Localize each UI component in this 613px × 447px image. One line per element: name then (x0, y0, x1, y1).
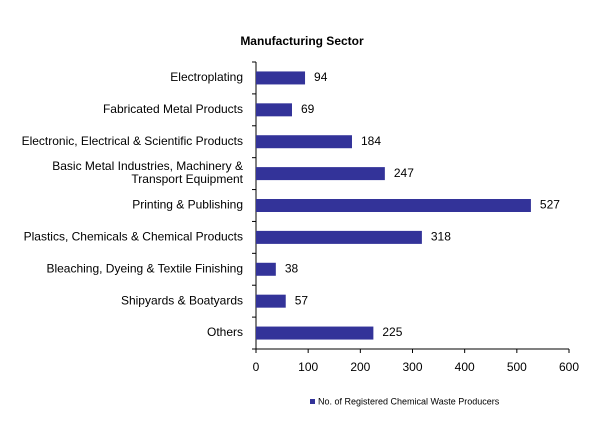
y-tick-label: Electronic, Electrical & Scientific Prod… (22, 134, 243, 148)
bar (256, 199, 531, 212)
y-tick-label: Others (207, 325, 243, 339)
bar (256, 103, 292, 117)
x-tick-label: 600 (559, 360, 579, 374)
data-label: 94 (314, 70, 328, 84)
x-tick-label: 500 (507, 360, 527, 374)
bar (256, 167, 385, 181)
bar (256, 326, 374, 340)
x-tick-label: 200 (350, 360, 370, 374)
data-label: 69 (301, 102, 315, 116)
data-label: 247 (394, 166, 414, 180)
y-tick-label: Printing & Publishing (132, 198, 243, 212)
data-label: 184 (361, 134, 381, 148)
data-label: 318 (431, 230, 451, 244)
bar (256, 230, 422, 244)
y-tick-label: Plastics, Chemicals & Chemical Products (24, 230, 243, 244)
data-label: 38 (285, 261, 299, 275)
y-tick-label: Bleaching, Dyeing & Textile Finishing (46, 261, 243, 275)
x-tick-label: 400 (455, 360, 475, 374)
x-tick-label: 100 (298, 360, 318, 374)
data-label: 527 (540, 198, 560, 212)
bar (256, 135, 352, 149)
x-tick-label: 300 (402, 360, 422, 374)
y-tick-label: Shipyards & Boatyards (121, 293, 243, 307)
legend-label: No. of Registered Chemical Waste Produce… (318, 396, 500, 406)
chart-title: Manufacturing Sector (240, 34, 364, 48)
x-tick-label: 0 (253, 360, 260, 374)
bar (256, 71, 306, 85)
data-label: 225 (382, 325, 402, 339)
data-label: 57 (295, 293, 309, 307)
bar (256, 262, 276, 276)
y-tick-label: Basic Metal Industries, Machinery & Trans… (52, 159, 243, 186)
bar (256, 294, 286, 308)
y-tick-label: Fabricated Metal Products (103, 102, 243, 116)
y-tick-label: Electroplating (170, 70, 243, 84)
legend-swatch (310, 399, 315, 404)
